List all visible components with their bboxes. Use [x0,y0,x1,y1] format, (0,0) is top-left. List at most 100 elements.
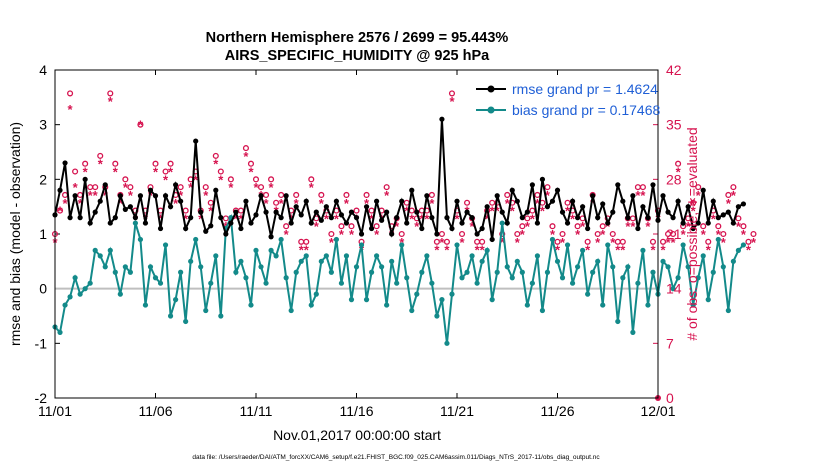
rmse-point [173,182,179,188]
rmse-point [514,198,520,204]
rmse-point [580,204,586,210]
obs-possible-point [152,160,159,167]
bias-point [414,291,420,297]
rmse-point [208,223,214,229]
rmse-point [258,193,264,199]
obs-possible-point [373,223,380,230]
obs-evaluated-point: * [595,235,601,250]
bias-point [173,297,179,303]
bias-point [564,242,571,248]
x-tick-label: 11/26 [541,403,575,419]
bias-point [263,280,269,286]
obs-evaluated-point: * [660,243,666,258]
obs-possible-point [177,184,184,191]
obs-evaluated-point: * [726,196,732,211]
rmse-point [178,198,184,204]
rmse-point [323,204,329,210]
obs-possible-point [554,238,561,245]
rmse-point [348,209,355,215]
rmse-point [137,193,144,199]
bias-point [605,242,611,248]
rmse-point [720,212,726,218]
rmse-point [735,204,742,210]
bias-point [549,236,556,243]
bias-point [725,307,731,314]
bias-point [278,236,284,243]
rmse-point [394,215,400,221]
bias-point [409,307,415,314]
rmse-point [303,198,309,204]
rmse-point [57,187,63,193]
bias-point [625,264,631,270]
rmse-point [600,201,606,207]
bias-point [203,307,209,314]
x-axis-label: Nov.01,2017 00:00:00 start [273,427,441,443]
bias-point [328,269,334,275]
rmse-point [444,215,450,221]
bias-point [474,280,480,286]
plot-frame [54,69,659,399]
obs-evaluated-point: * [138,118,144,133]
bias-point [685,264,691,270]
bias-point [640,247,646,253]
bias-point [258,264,264,270]
obs-possible-point [162,168,169,175]
y-tick-label: 3 [39,117,47,133]
bias-point [188,258,194,264]
rmse-point [112,215,118,221]
obs-possible-point [273,199,280,206]
obs-possible-point [353,207,360,214]
rmse-point [549,198,556,204]
obs-evaluated-point: * [319,196,325,211]
bias-point [740,242,747,248]
obs-possible-point [463,199,471,206]
x-tick-label: 11/21 [440,403,474,419]
bias-point [394,280,400,286]
obs-evaluated-point: * [83,165,89,180]
rmse-point [660,193,666,199]
y2-tick-label: 14 [666,281,682,297]
y-tick-label: 2 [39,171,47,187]
rmse-point [590,193,596,199]
bias-point [509,275,515,281]
obs-evaluated-point: * [485,211,491,226]
legend: rmse grand pr = 1.4624 bias grand pr = 0… [470,76,660,122]
bias-point [419,269,425,275]
obs-possible-point [730,184,737,191]
obs-evaluated-point: * [645,219,651,234]
bias-point [293,269,299,275]
obs-possible-point [348,223,355,230]
bias-point [620,275,626,281]
obs-possible-point [670,230,677,238]
obs-evaluated-point: * [248,165,254,180]
obs-possible-point [262,191,270,199]
obs-evaluated-point: * [515,235,521,250]
bias-point [343,253,350,259]
bias-point [243,275,249,281]
obs-evaluated-point: * [168,165,174,180]
rmse-point [233,209,239,215]
obs-evaluated-point: * [238,211,244,226]
obs-evaluated-point: * [429,196,435,211]
obs-possible-point [745,238,752,245]
obs-evaluated-point: * [444,243,450,258]
rmse-point [343,220,350,226]
rmse-point [127,204,133,210]
obs-evaluated-point: * [369,211,375,226]
y-tick-labels: 4 3 2 1 0 -1 -2 [35,62,48,406]
obs-evaluated-point: * [716,227,722,242]
bias-point [554,258,561,264]
rmse-point [268,234,274,240]
rmse-point [740,201,747,207]
bias-point [122,264,128,270]
obs-evaluated-point: * [434,243,440,258]
obs-possible-point [720,230,727,238]
obs-possible-point [97,152,104,159]
rmse-point [504,220,510,226]
rmse-point [670,215,676,221]
bias-point [610,264,616,270]
obs-evaluated-point: * [570,211,576,226]
y2-tick-label: 42 [666,62,682,78]
rmse-point [449,225,455,232]
